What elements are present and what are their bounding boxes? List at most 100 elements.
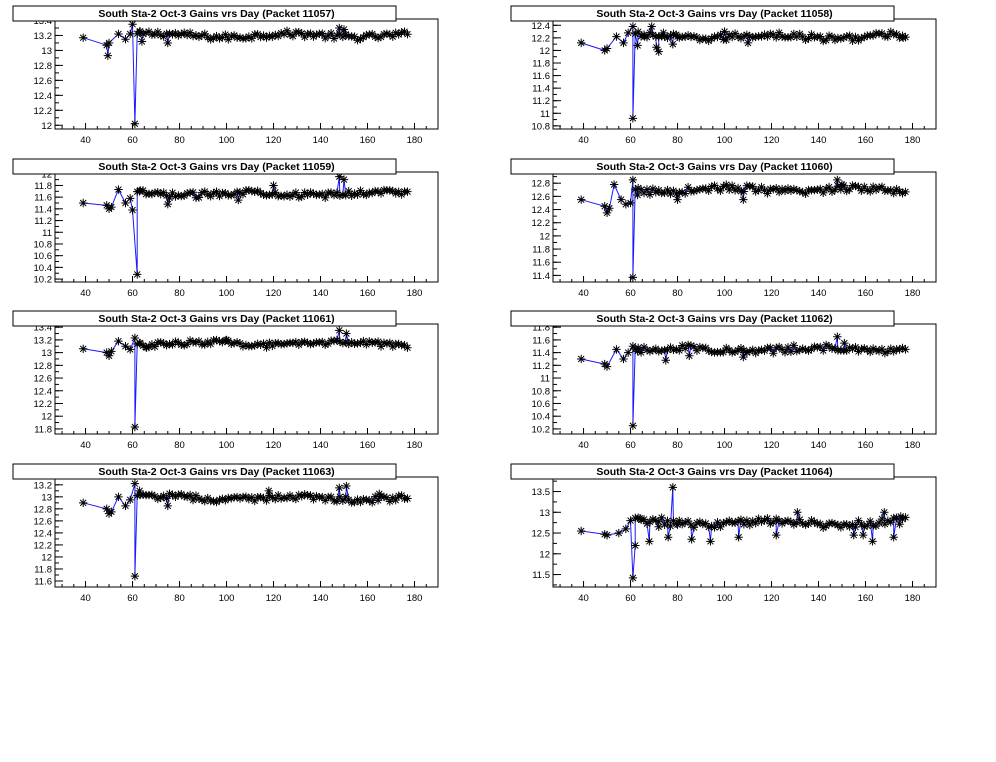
data-point — [102, 201, 111, 210]
data-point — [777, 32, 787, 41]
data-point — [896, 512, 905, 521]
data-point — [130, 479, 140, 488]
data-point — [218, 494, 227, 504]
data-point — [657, 346, 666, 355]
data-point — [689, 342, 699, 351]
data-point — [866, 187, 875, 196]
data-point — [736, 344, 746, 353]
y-tick-label: 11.8 — [34, 424, 52, 435]
data-point — [125, 345, 135, 354]
data-point — [612, 345, 621, 354]
data-point — [836, 185, 846, 194]
data-point — [678, 519, 687, 529]
data-point — [397, 491, 406, 500]
data-point — [713, 32, 722, 42]
data-point — [353, 190, 362, 199]
data-point — [642, 519, 652, 528]
chart-panel: 40 60 80 100 120 140 160 18010.81111.211.411.61… — [510, 5, 937, 146]
x-tick-label: 40 — [578, 135, 589, 146]
data-point — [614, 528, 623, 538]
data-point — [719, 182, 728, 191]
data-point — [819, 346, 828, 355]
data-point — [185, 336, 195, 345]
data-point — [866, 517, 875, 526]
x-tick-label: 140 — [313, 440, 329, 451]
data-point — [303, 338, 312, 348]
data-point — [197, 31, 207, 40]
data-point — [821, 35, 831, 45]
data-point — [692, 185, 702, 195]
data-point — [403, 187, 412, 196]
data-point — [200, 29, 209, 39]
data-point — [332, 188, 342, 197]
data-point — [373, 187, 383, 196]
data-point — [871, 346, 881, 355]
title-box — [510, 158, 895, 175]
data-point — [739, 31, 749, 41]
data-point — [868, 344, 878, 353]
data-point — [268, 493, 277, 502]
data-point — [309, 189, 318, 198]
data-point — [165, 29, 174, 38]
data-point — [335, 492, 345, 502]
data-point — [863, 521, 872, 530]
data-point — [602, 44, 612, 53]
data-point — [128, 20, 137, 29]
x-tick-label: 140 — [313, 593, 329, 604]
data-point — [628, 114, 638, 123]
data-point — [854, 516, 863, 525]
data-point — [171, 492, 180, 502]
data-point — [866, 347, 875, 357]
data-point — [619, 354, 628, 364]
data-point — [698, 519, 707, 529]
data-point — [774, 187, 784, 197]
x-tick-label: 120 — [266, 135, 282, 146]
y-tick-label: 12.4 — [532, 205, 551, 216]
data-point — [576, 526, 586, 536]
y-tick-label: 12 — [539, 46, 550, 57]
data-point — [250, 496, 259, 506]
y-tick-label: 10.8 — [532, 121, 551, 132]
data-point — [772, 343, 781, 353]
data-point — [754, 185, 763, 195]
data-point — [628, 421, 638, 430]
data-point — [215, 337, 224, 346]
title-box — [12, 463, 397, 480]
data-point — [901, 513, 910, 522]
data-point — [680, 518, 690, 527]
data-point — [701, 519, 710, 528]
data-point — [259, 31, 268, 40]
data-point — [253, 339, 262, 348]
data-point — [244, 186, 254, 195]
data-point — [819, 36, 828, 46]
data-point — [774, 28, 784, 37]
data-point — [860, 33, 869, 42]
data-point — [713, 518, 722, 527]
data-point — [335, 326, 344, 335]
data-point — [318, 29, 327, 38]
data-point — [291, 494, 301, 504]
data-point — [849, 530, 858, 540]
data-point — [373, 33, 383, 43]
x-tick-label: 100 — [717, 288, 733, 299]
data-point — [692, 346, 702, 355]
data-point — [391, 28, 400, 38]
y-tick-label: 10.8 — [34, 239, 53, 250]
data-point — [639, 188, 649, 198]
data-point — [707, 182, 716, 191]
data-point — [209, 33, 218, 43]
data-point — [244, 494, 254, 504]
data-point — [326, 492, 336, 502]
x-tick-label: 80 — [174, 135, 185, 146]
data-point — [227, 339, 236, 348]
chart-panel: 40 60 80 100 120 140 160 180 11.4 11.6 11.8 12 12.2 1… — [510, 158, 937, 299]
data-point — [385, 497, 395, 506]
x-tick-label: 80 — [672, 135, 683, 146]
data-point — [268, 32, 277, 41]
data-point — [783, 516, 793, 525]
chart-panel: 40 60 80 100 120 140 160 180 11.812 12.2 12.412.6 1… — [12, 310, 439, 451]
data-point — [751, 187, 760, 196]
data-point — [777, 184, 787, 194]
data-point — [350, 189, 359, 198]
data-point — [332, 31, 342, 40]
